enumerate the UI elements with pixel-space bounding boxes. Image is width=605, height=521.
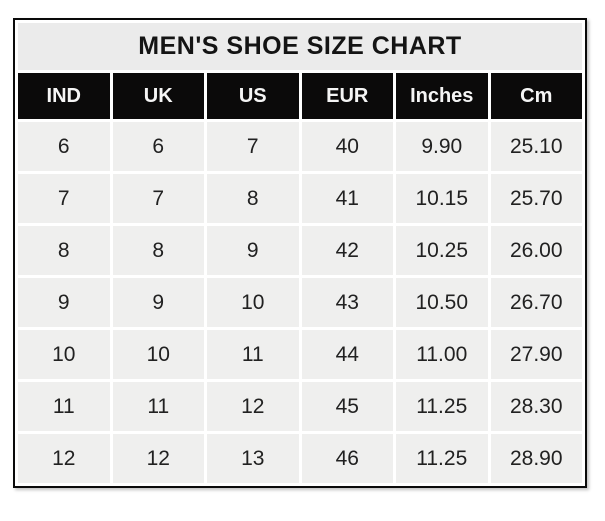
cell-ind: 7	[18, 174, 110, 223]
cell-us: 7	[207, 122, 299, 171]
cell-cm: 25.10	[490, 122, 582, 171]
table-row: 9 9 10 43 10.50 26.70	[18, 278, 582, 327]
cell-uk: 8	[112, 226, 204, 275]
table-row: 8 8 9 42 10.25 26.00	[18, 226, 582, 275]
column-header-inches: Inches	[396, 73, 488, 119]
column-header-cm: Cm	[490, 73, 582, 119]
cell-us: 10	[207, 278, 299, 327]
cell-uk: 12	[112, 434, 204, 483]
cell-uk: 9	[112, 278, 204, 327]
cell-uk: 11	[112, 382, 204, 431]
cell-inches: 11.25	[396, 382, 488, 431]
table-row: 7 7 8 41 10.15 25.70	[18, 174, 582, 223]
cell-eur: 45	[301, 382, 393, 431]
header-row: IND UK US EUR Inches Cm	[18, 73, 582, 119]
cell-ind: 10	[18, 330, 110, 379]
cell-eur: 41	[301, 174, 393, 223]
cell-ind: 11	[18, 382, 110, 431]
cell-ind: 12	[18, 434, 110, 483]
cell-uk: 7	[112, 174, 204, 223]
cell-cm: 25.70	[490, 174, 582, 223]
cell-ind: 6	[18, 122, 110, 171]
cell-cm: 27.90	[490, 330, 582, 379]
shoe-size-chart-table: MEN'S SHOE SIZE CHART IND UK US EUR Inch…	[13, 18, 587, 488]
title-row: MEN'S SHOE SIZE CHART	[18, 23, 582, 70]
cell-eur: 44	[301, 330, 393, 379]
chart-title: MEN'S SHOE SIZE CHART	[18, 23, 582, 70]
cell-inches: 9.90	[396, 122, 488, 171]
column-header-uk: UK	[112, 73, 204, 119]
cell-us: 8	[207, 174, 299, 223]
cell-ind: 8	[18, 226, 110, 275]
cell-eur: 40	[301, 122, 393, 171]
cell-us: 12	[207, 382, 299, 431]
cell-eur: 43	[301, 278, 393, 327]
cell-uk: 10	[112, 330, 204, 379]
cell-cm: 28.30	[490, 382, 582, 431]
cell-uk: 6	[112, 122, 204, 171]
table-row: 10 10 11 44 11.00 27.90	[18, 330, 582, 379]
cell-eur: 42	[301, 226, 393, 275]
cell-inches: 11.25	[396, 434, 488, 483]
cell-cm: 26.00	[490, 226, 582, 275]
table-row: 11 11 12 45 11.25 28.30	[18, 382, 582, 431]
cell-inches: 10.25	[396, 226, 488, 275]
cell-ind: 9	[18, 278, 110, 327]
column-header-us: US	[207, 73, 299, 119]
column-header-ind: IND	[18, 73, 110, 119]
table-row: 12 12 13 46 11.25 28.90	[18, 434, 582, 483]
table-row: 6 6 7 40 9.90 25.10	[18, 122, 582, 171]
cell-inches: 10.50	[396, 278, 488, 327]
cell-us: 13	[207, 434, 299, 483]
cell-us: 9	[207, 226, 299, 275]
cell-eur: 46	[301, 434, 393, 483]
column-header-eur: EUR	[301, 73, 393, 119]
cell-cm: 28.90	[490, 434, 582, 483]
cell-us: 11	[207, 330, 299, 379]
cell-inches: 11.00	[396, 330, 488, 379]
cell-inches: 10.15	[396, 174, 488, 223]
cell-cm: 26.70	[490, 278, 582, 327]
